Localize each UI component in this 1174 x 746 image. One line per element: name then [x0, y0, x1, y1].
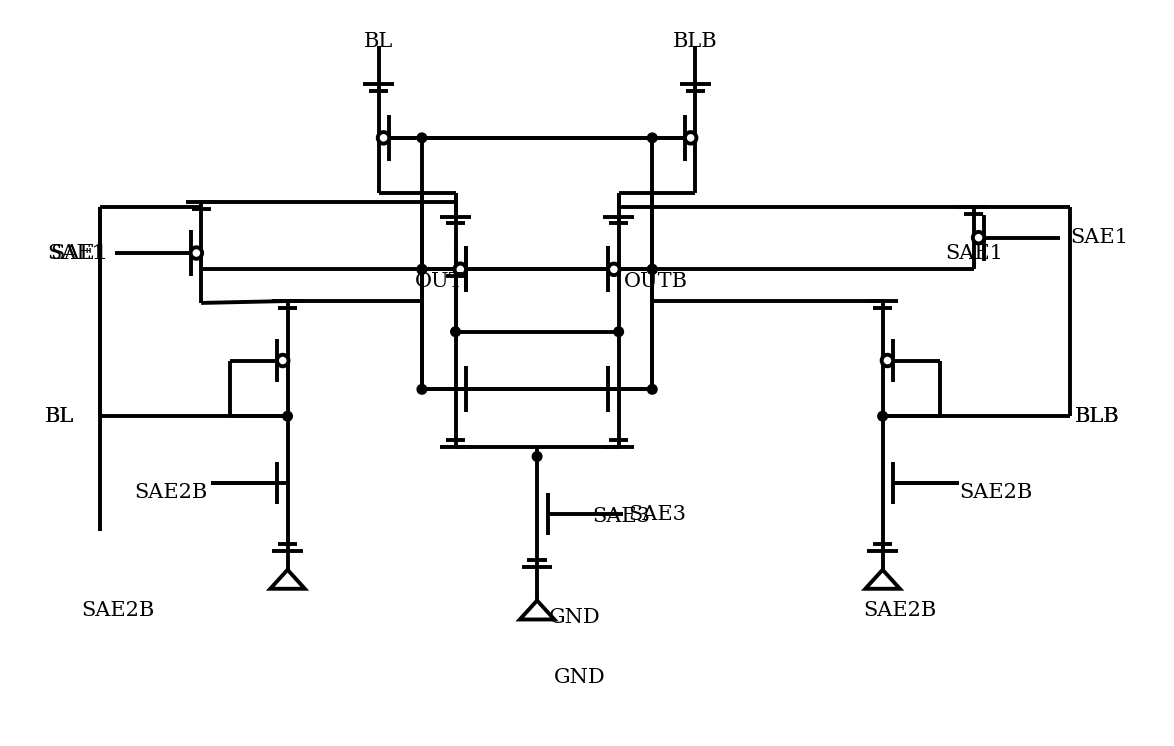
Text: SAE2B: SAE2B	[134, 483, 208, 503]
Text: BLB: BLB	[673, 32, 717, 51]
Text: SAE2B: SAE2B	[863, 601, 937, 620]
Circle shape	[608, 263, 620, 275]
Text: SAE1: SAE1	[945, 243, 1003, 263]
Text: BL: BL	[364, 32, 393, 51]
Text: BLB: BLB	[1074, 407, 1119, 426]
Circle shape	[648, 133, 657, 142]
Text: GND: GND	[554, 668, 606, 687]
Circle shape	[378, 132, 390, 144]
Text: BL: BL	[45, 407, 74, 426]
Text: SAE2B: SAE2B	[959, 483, 1033, 503]
Text: BL: BL	[45, 407, 74, 426]
Circle shape	[878, 411, 888, 421]
Circle shape	[277, 355, 289, 366]
Circle shape	[648, 384, 657, 394]
Text: SAE1: SAE1	[50, 243, 108, 263]
Text: SAE1: SAE1	[1070, 228, 1128, 247]
Text: SAE3: SAE3	[592, 507, 649, 525]
Text: GND: GND	[548, 608, 600, 627]
Text: SAE3: SAE3	[628, 504, 687, 524]
Circle shape	[882, 355, 893, 366]
Circle shape	[454, 263, 466, 275]
Circle shape	[451, 327, 460, 336]
Circle shape	[417, 384, 426, 394]
Text: OUTB: OUTB	[623, 272, 688, 292]
Text: SAE2B: SAE2B	[81, 601, 155, 620]
Circle shape	[648, 265, 657, 274]
Circle shape	[417, 265, 426, 274]
Circle shape	[190, 247, 202, 259]
Circle shape	[417, 133, 426, 142]
Circle shape	[648, 265, 657, 274]
Circle shape	[417, 265, 426, 274]
Circle shape	[454, 263, 466, 275]
Circle shape	[532, 451, 542, 461]
Circle shape	[614, 327, 623, 336]
Text: BLB: BLB	[1074, 407, 1119, 426]
Circle shape	[973, 232, 984, 243]
Text: OUT: OUT	[416, 272, 464, 292]
Circle shape	[283, 411, 292, 421]
Text: SAE1: SAE1	[48, 243, 106, 263]
Circle shape	[684, 132, 696, 144]
